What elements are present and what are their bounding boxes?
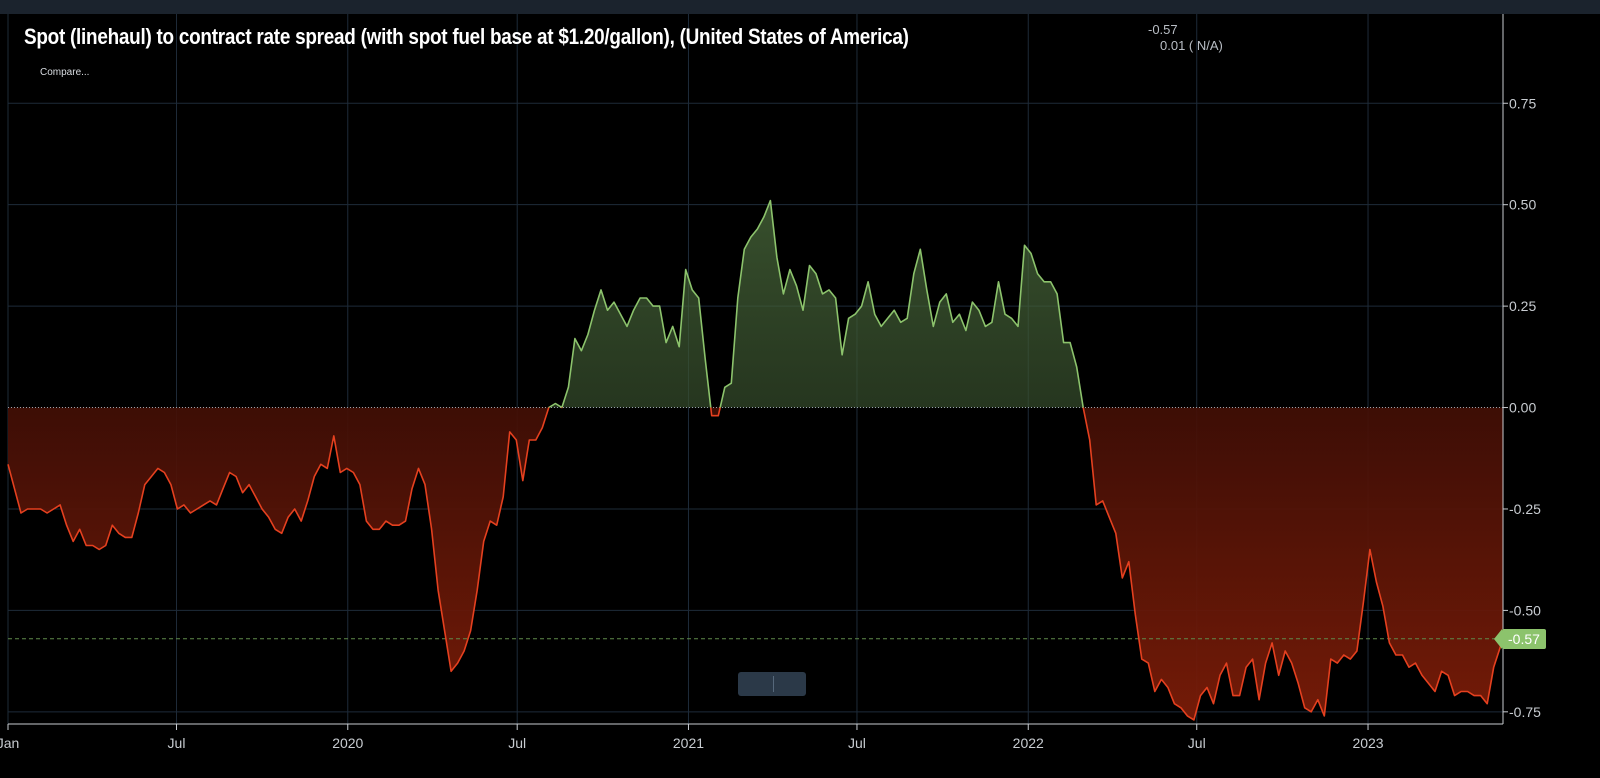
x-tick-label: 2023 xyxy=(1352,735,1383,751)
axes: 0.75 0.50 0.25 0.00 -0.25 -0.50 -0.75 Jan Jul 202… xyxy=(0,14,1541,751)
y-tick-label: -0.25 xyxy=(1509,501,1541,517)
last-value-badge: -0.57 xyxy=(1494,628,1546,649)
change-value: 0.01 ( N/A) xyxy=(1160,38,1223,53)
chart-title: Spot (linehaul) to contract rate spread … xyxy=(24,24,909,49)
y-tick-label: 0.50 xyxy=(1509,197,1536,213)
zero-baseline xyxy=(8,407,1503,640)
positive-area xyxy=(8,200,1503,408)
scroll-grip-icon xyxy=(773,676,774,692)
chart-svg: 0.75 0.50 0.25 0.00 -0.25 -0.50 -0.75 Jan Jul 202… xyxy=(0,14,1541,751)
x-tick-label: 2022 xyxy=(1013,735,1044,751)
y-tick-label: -0.50 xyxy=(1509,602,1541,618)
negative-area xyxy=(8,407,1503,720)
x-tick-label: 2020 xyxy=(332,735,363,751)
y-tick-label: -0.75 xyxy=(1509,704,1541,720)
y-tick-label: 0.00 xyxy=(1509,400,1536,416)
y-tick-label: 0.75 xyxy=(1509,95,1536,111)
series-line xyxy=(7,199,1504,721)
header-values: -0.57 0.01 ( N/A) xyxy=(1148,22,1223,54)
x-tick-label: Jul xyxy=(168,735,186,751)
y-tick-label: 0.25 xyxy=(1509,298,1536,314)
x-tick-label: Jul xyxy=(848,735,866,751)
area-fill xyxy=(8,200,1503,720)
x-tick-label: Jan xyxy=(0,735,19,751)
chart-panel: 0.75 0.50 0.25 0.00 -0.25 -0.50 -0.75 Jan Jul 202… xyxy=(0,14,1600,778)
range-scroll-handle[interactable] xyxy=(738,672,806,696)
x-tick-label: 2021 xyxy=(673,735,704,751)
series-line-negative xyxy=(7,407,1504,721)
x-tick-label: Jul xyxy=(508,735,526,751)
series-line-positive xyxy=(547,199,1085,408)
current-value: -0.57 xyxy=(1148,22,1178,37)
x-tick-label: Jul xyxy=(1188,735,1206,751)
compare-link[interactable]: Compare... xyxy=(40,67,90,78)
